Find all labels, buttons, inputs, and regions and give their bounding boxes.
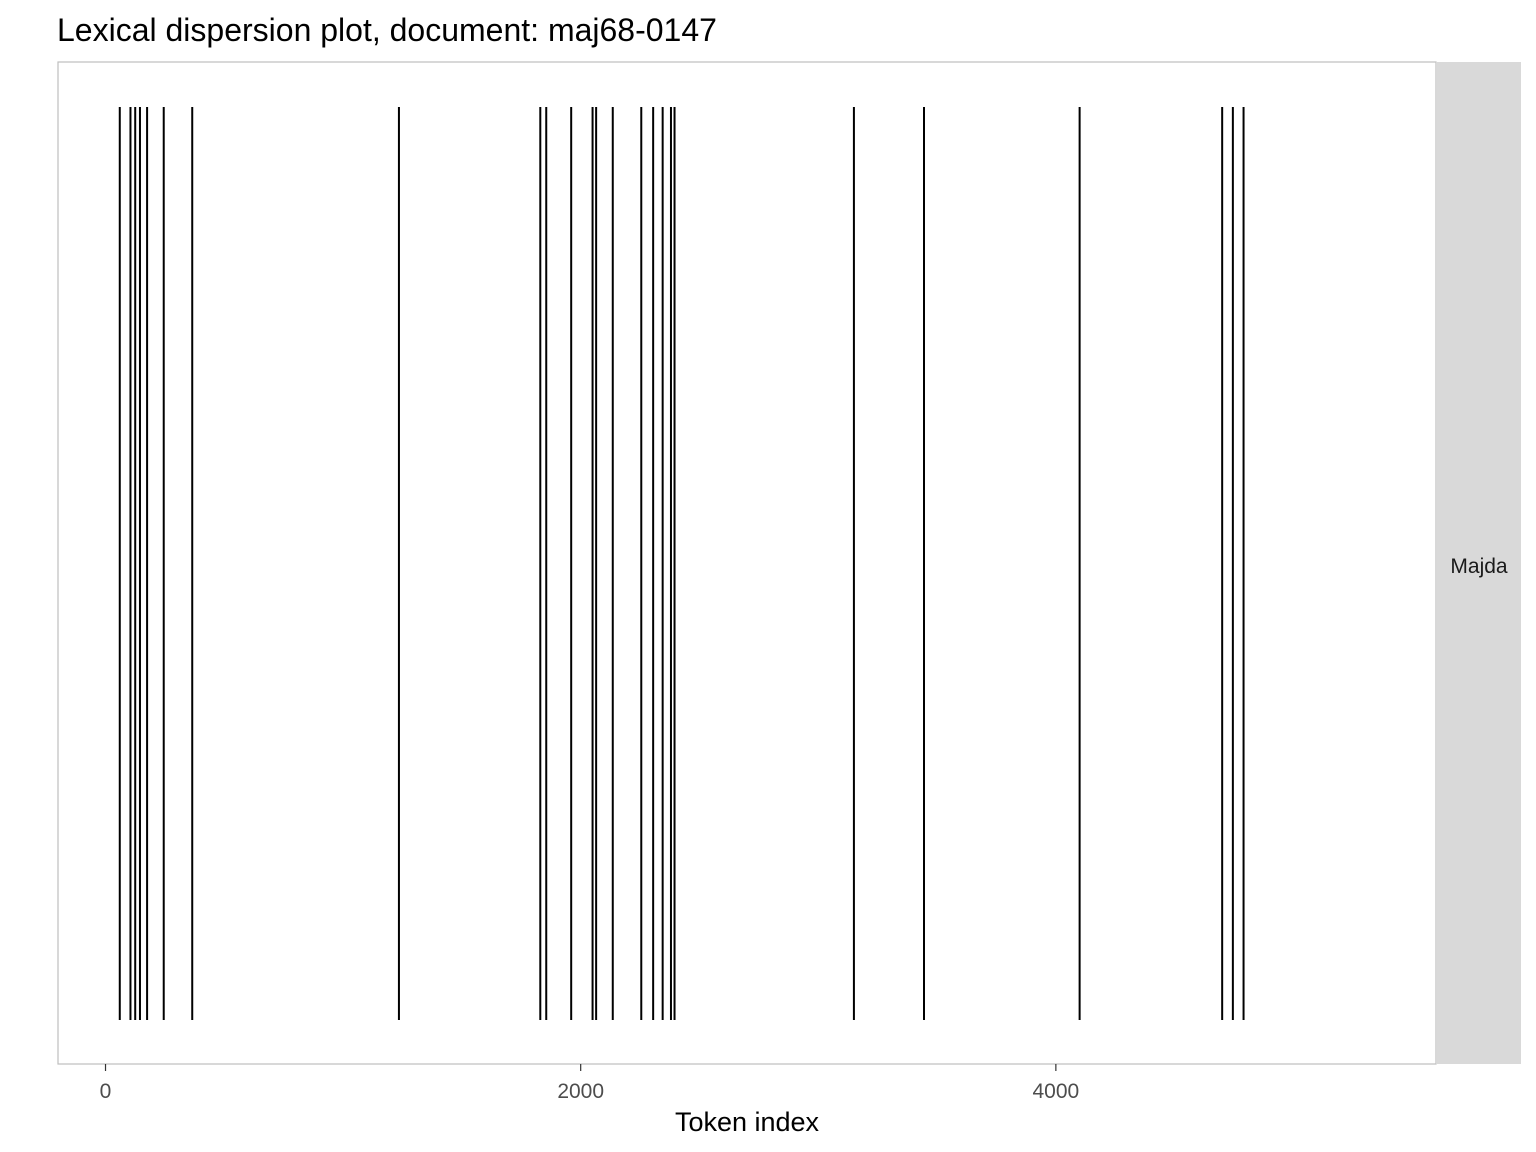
plot-panel [57,61,1437,1065]
facet-strip-label: Majda [1450,555,1508,578]
chart-title: Lexical dispersion plot, document: maj68… [57,12,717,48]
x-tick-label: 4000 [1033,1080,1080,1103]
facet-strip [1437,62,1521,1064]
x-tick-label: 0 [100,1080,112,1103]
x-tick-label: 2000 [557,1080,604,1103]
dispersion-marks [118,107,1245,1020]
x-axis-title: Token index [675,1107,820,1137]
x-axis: 0 2000 4000 [100,1064,1080,1103]
